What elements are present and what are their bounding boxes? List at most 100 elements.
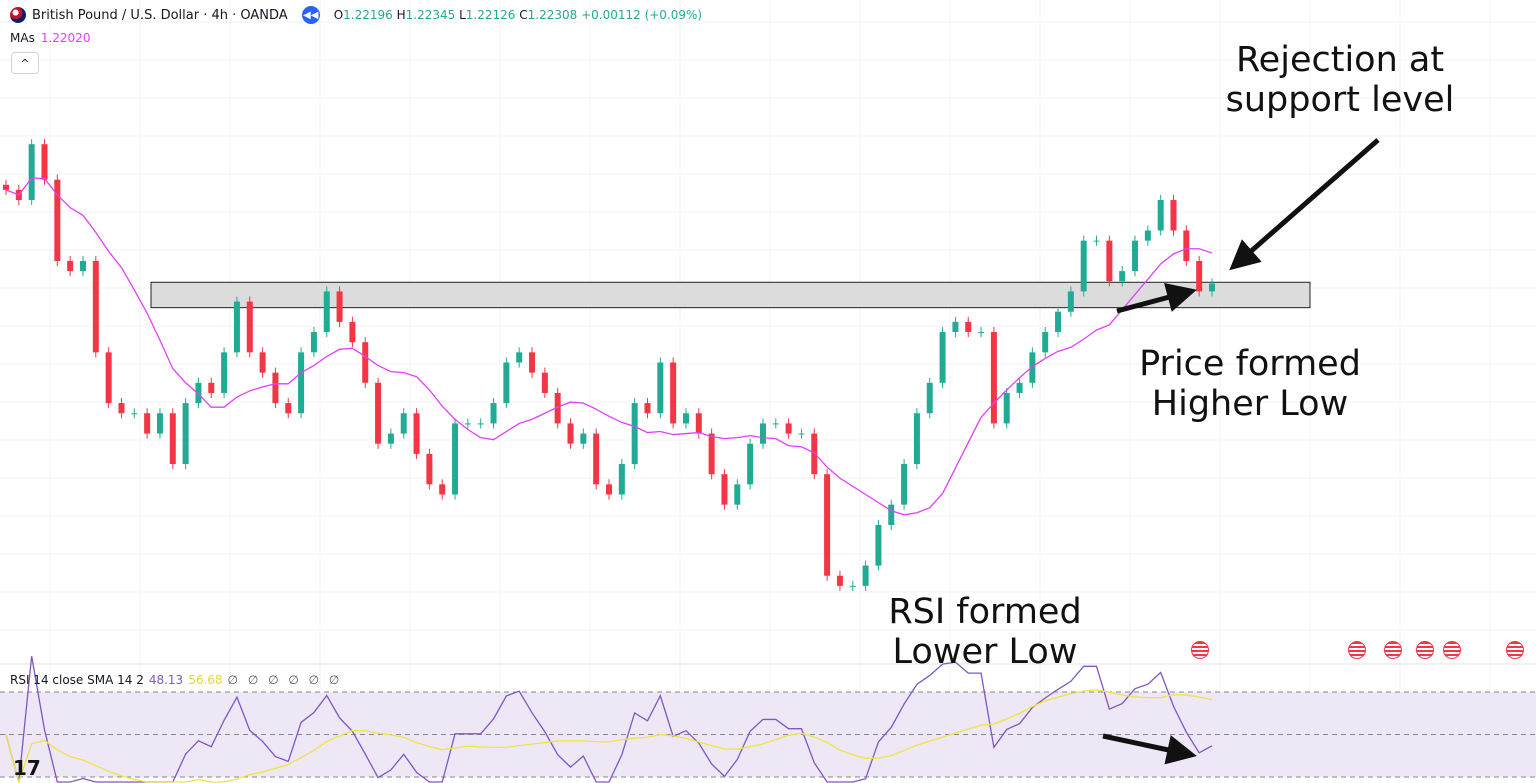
candle-body: [503, 362, 510, 404]
ma-legend[interactable]: MAs 1.22020: [10, 31, 91, 45]
collapse-legend-button[interactable]: ^: [11, 52, 39, 74]
candle-body: [259, 352, 266, 373]
candle-body: [182, 403, 189, 465]
higher-low-arrow: [1116, 282, 1197, 314]
candle-body: [1029, 352, 1036, 383]
candle-body: [118, 403, 125, 414]
candle-body: [208, 382, 215, 393]
candle-body: [246, 301, 253, 353]
candle-body: [169, 413, 176, 465]
economic-event-flag-icon[interactable]: [1191, 641, 1209, 659]
candle-body: [221, 352, 228, 393]
candle-body: [452, 423, 459, 495]
economic-event-flag-icon[interactable]: [1443, 641, 1461, 659]
candle-body: [298, 352, 305, 414]
support-zone: [150, 281, 1311, 309]
annotation-rsi-lower-low: RSI formed Lower Low: [888, 592, 1082, 672]
candle-body: [836, 575, 843, 586]
rejection-arrow: [1229, 138, 1380, 271]
candle-body: [965, 321, 972, 333]
candle-body: [657, 362, 664, 414]
candle-body: [1067, 291, 1074, 312]
candle-body: [747, 443, 754, 485]
candle-body: [606, 484, 612, 495]
symbol-legend: British Pound / U.S. Dollar · 4h · OANDA…: [10, 6, 702, 24]
candle-body: [759, 423, 766, 444]
candle-body: [888, 504, 895, 525]
candle-body: [1157, 200, 1164, 231]
chevron-up-icon: ^: [20, 56, 30, 70]
candle-body: [785, 423, 792, 434]
candle-body: [1093, 240, 1100, 242]
candle-body: [939, 332, 946, 383]
candle-body: [695, 413, 702, 434]
candle-body: [1209, 283, 1215, 292]
symbol-title[interactable]: British Pound / U.S. Dollar · 4h · OANDA: [32, 7, 288, 23]
annotation-price-higher-low: Price formed Higher Low: [1139, 344, 1361, 424]
candle-body: [426, 453, 433, 485]
candle-body: [978, 332, 985, 334]
candle-body: [875, 524, 882, 566]
candle-body: [41, 144, 48, 180]
candle-body: [1055, 311, 1062, 333]
candle-body: [490, 403, 497, 424]
replay-rewind-icon[interactable]: ◀◀: [301, 6, 320, 24]
candle-body: [734, 484, 741, 505]
candle-body: [541, 372, 548, 393]
candle-body: [1132, 240, 1139, 272]
candle-body: [79, 260, 86, 272]
candle-body: [618, 464, 625, 495]
lower-low-arrow: [1102, 733, 1197, 765]
candle-body: [862, 565, 869, 586]
candle-body: [413, 413, 420, 454]
annotation-rejection: Rejection at support level: [1225, 40, 1455, 120]
economic-event-flag-icon[interactable]: [1348, 641, 1366, 659]
rsi-legend[interactable]: RSI 14 close SMA 14 2 48.13 56.68 ∅ ∅ ∅ ∅ ∅…: [10, 673, 343, 687]
candle-body: [28, 144, 35, 201]
economic-event-flag-icon[interactable]: [1506, 641, 1524, 659]
candle-body: [1042, 332, 1049, 353]
candle-body: [798, 433, 805, 435]
candle-body: [670, 362, 677, 424]
candle-body: [1003, 392, 1010, 424]
economic-event-flag-icon[interactable]: [1416, 641, 1434, 659]
candle-body: [272, 372, 279, 404]
candle-body: [439, 484, 446, 495]
candle-body: [477, 423, 484, 425]
candle-body: [387, 433, 394, 444]
candle-body: [464, 423, 471, 425]
candle-body: [349, 321, 356, 343]
candle-body: [375, 382, 382, 444]
candle-body: [593, 433, 600, 485]
candle-body: [323, 291, 330, 333]
rsi-sma-line: [5, 689, 1213, 783]
candle-body: [529, 352, 536, 373]
candle-body: [811, 433, 818, 475]
candle-body: [105, 352, 112, 404]
candle-body: [721, 474, 728, 505]
rsi-line: [5, 656, 1213, 783]
candle-body: [631, 403, 638, 465]
candle-body: [580, 433, 587, 444]
candle-body: [644, 403, 651, 414]
candle-body: [708, 433, 715, 475]
candle-body: [362, 342, 369, 383]
moving-average-line: [5, 177, 1213, 516]
candle-body: [233, 301, 240, 353]
candle-body: [1106, 240, 1113, 282]
candle-body: [901, 464, 908, 505]
candle-body: [913, 413, 920, 465]
candle-body: [400, 413, 407, 434]
candle-body: [336, 291, 343, 322]
candle-body: [1183, 230, 1190, 261]
candle-body: [285, 403, 292, 414]
candle-body: [567, 423, 574, 444]
candle-body: [952, 321, 959, 333]
candle-body: [156, 413, 163, 434]
economic-event-flag-icon[interactable]: [1384, 641, 1402, 659]
candle-body: [1016, 382, 1023, 393]
candle-body: [682, 413, 689, 424]
candle-body: [516, 352, 523, 363]
ohlc-values: O1.22196 H1.22345 L1.22126 C1.22308 +0.0…: [333, 8, 703, 22]
